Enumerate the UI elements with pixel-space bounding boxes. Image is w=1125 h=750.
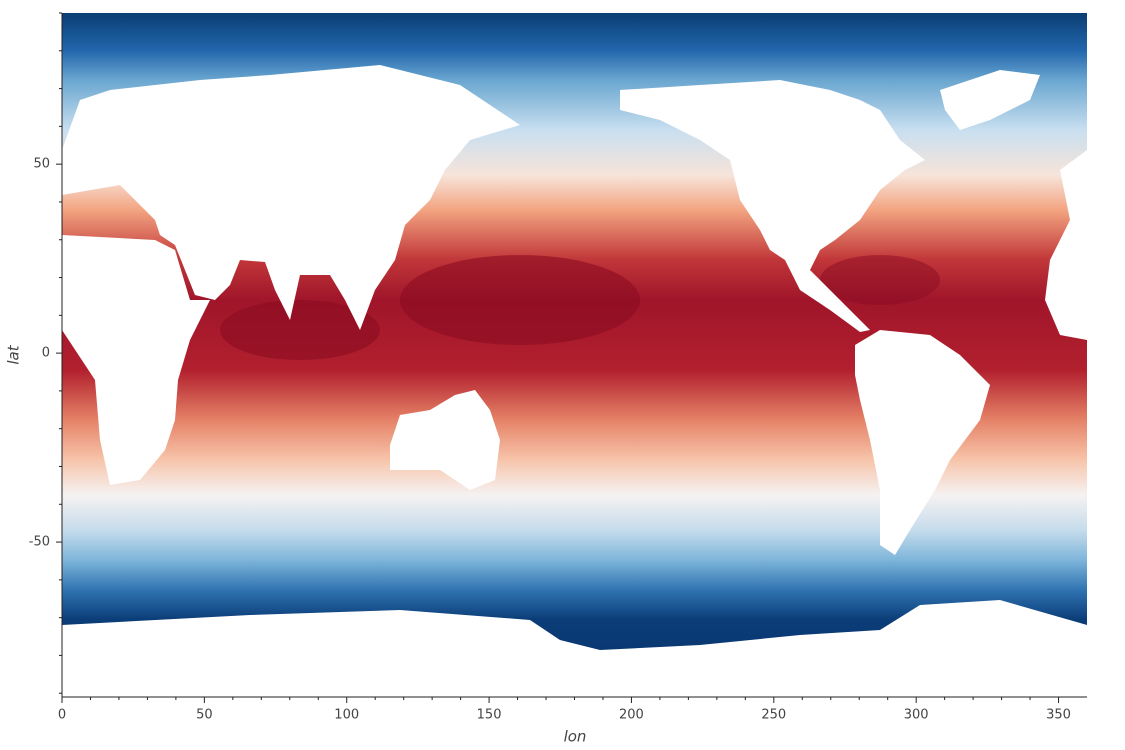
x-tick-label: 0 xyxy=(58,708,66,723)
x-tick-label: 200 xyxy=(619,708,644,723)
warm-pool xyxy=(820,255,940,305)
map-raster xyxy=(62,13,1087,697)
y-tick-label: 50 xyxy=(33,157,50,172)
y-axis-label: lat xyxy=(5,344,23,364)
x-tick-label: 150 xyxy=(477,708,502,723)
warm-pool xyxy=(400,255,640,345)
y-tick-label: -50 xyxy=(29,535,50,550)
x-tick-label: 100 xyxy=(334,708,359,723)
x-tick-label: 350 xyxy=(1046,708,1071,723)
x-tick-label: 250 xyxy=(761,708,786,723)
x-tick-label: 50 xyxy=(196,708,213,723)
y-tick-label: 0 xyxy=(42,346,50,361)
land xyxy=(62,65,1087,697)
x-tick-label: 300 xyxy=(904,708,929,723)
warm-pool xyxy=(220,300,380,360)
x-axis-label: lon xyxy=(564,728,587,746)
